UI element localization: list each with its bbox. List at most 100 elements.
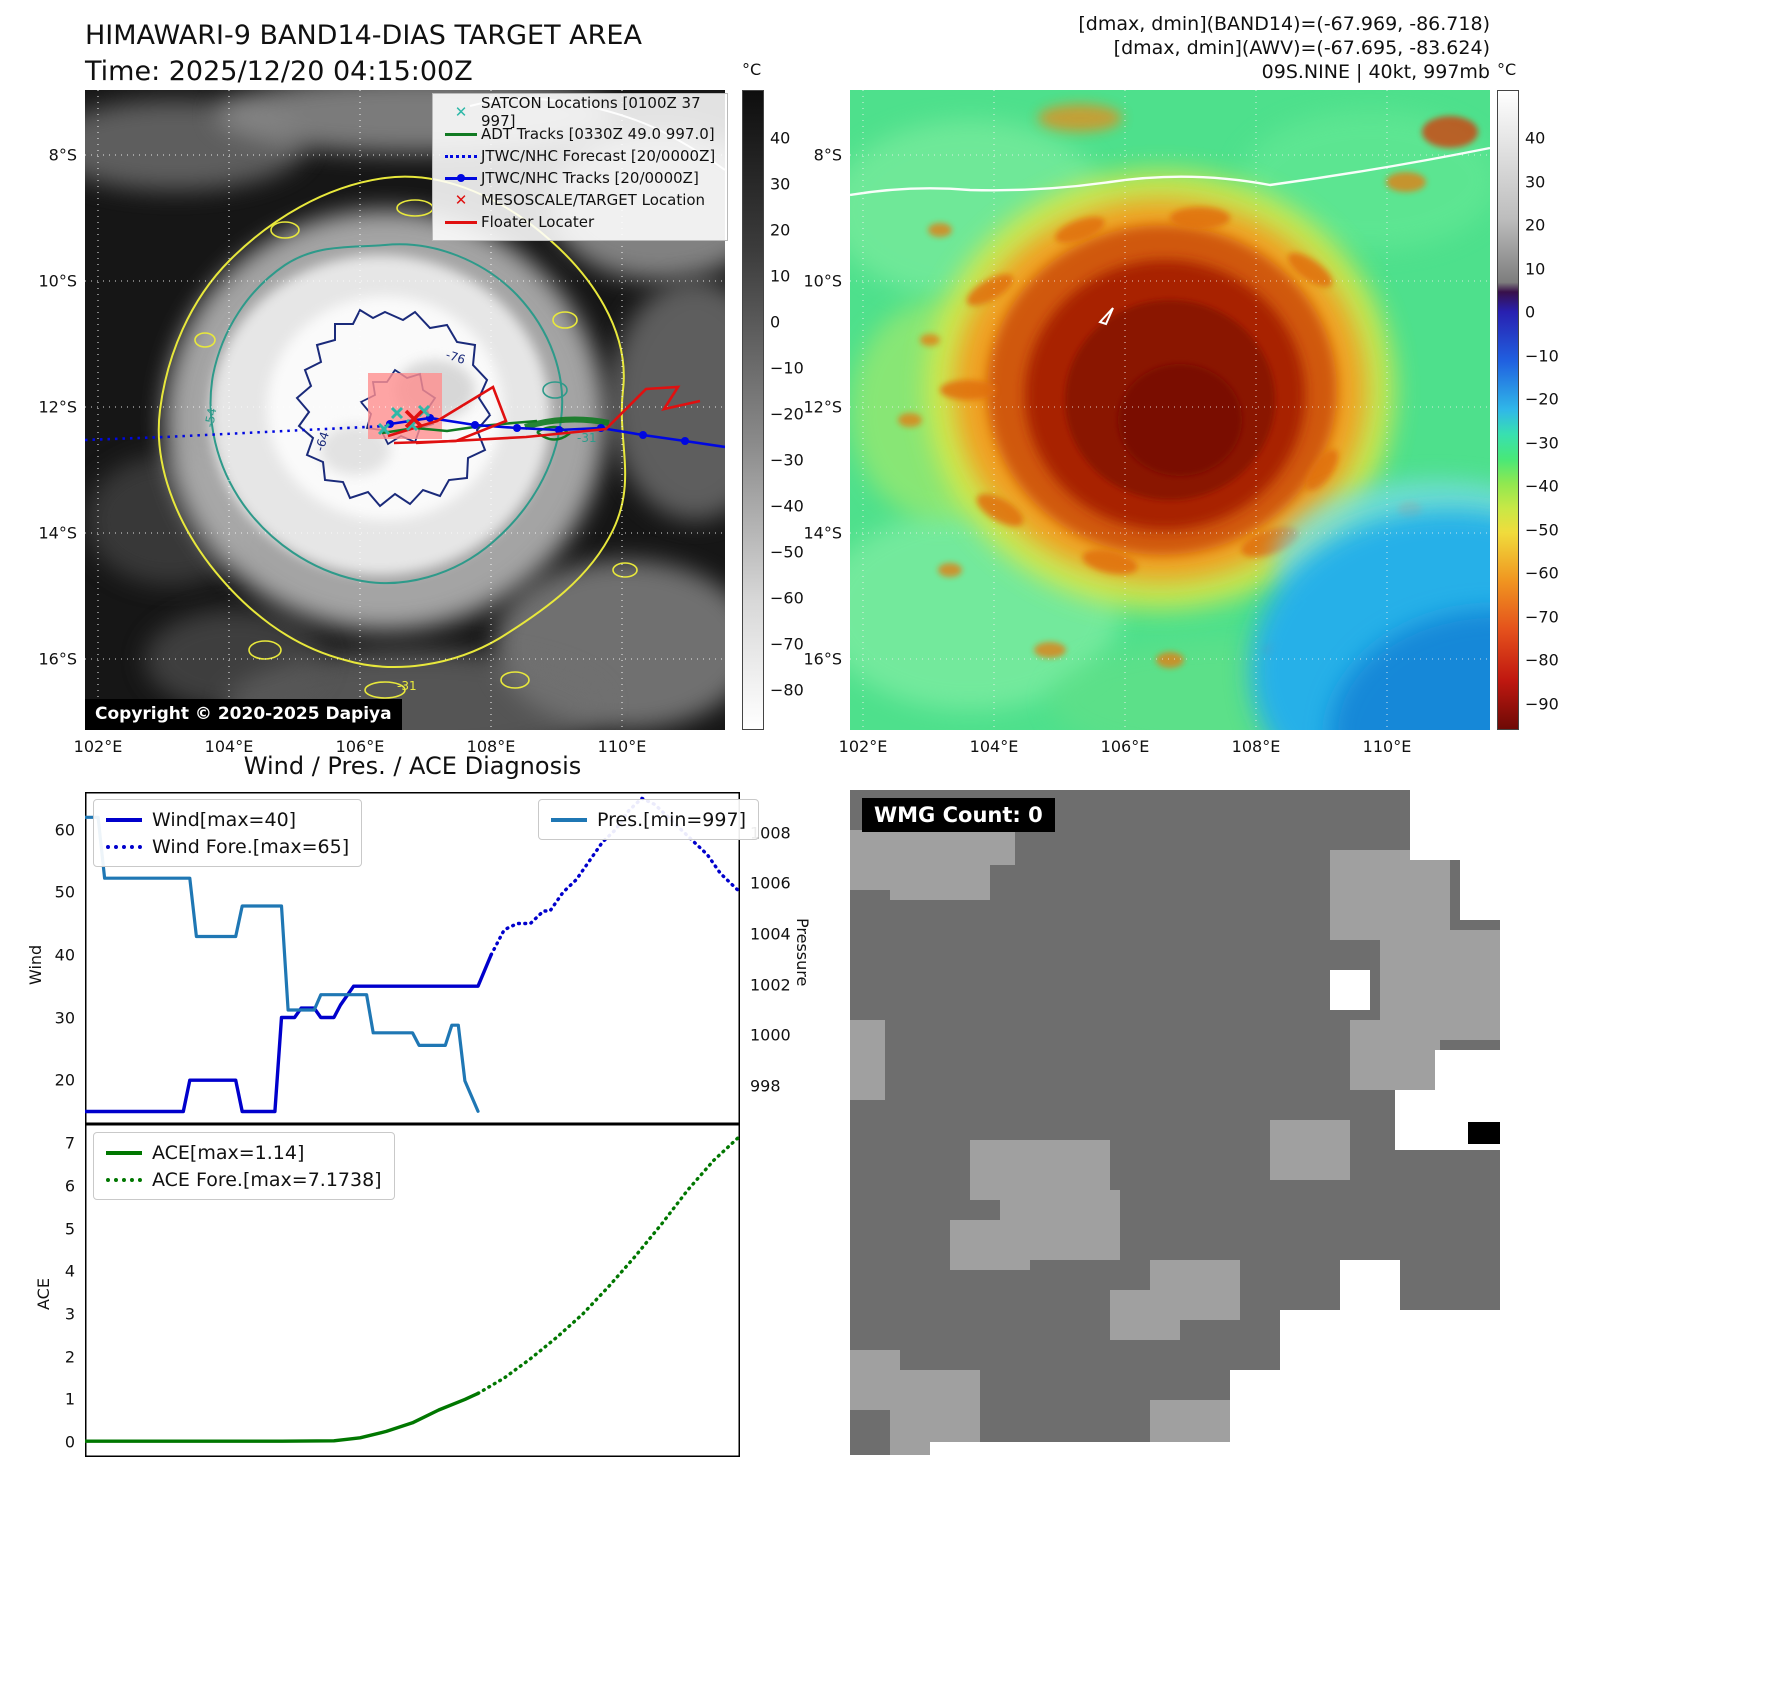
tick-label: 102°E bbox=[73, 737, 123, 756]
tick-label: 30 bbox=[770, 174, 791, 194]
storm-id-intensity: 09S.NINE | 40kt, 997mb bbox=[1261, 61, 1490, 83]
svg-text:-31: -31 bbox=[577, 431, 597, 445]
tick-label: 1004 bbox=[750, 924, 791, 944]
tick-label: 40 bbox=[770, 128, 791, 148]
tick-label: 50 bbox=[54, 882, 75, 902]
legend-label: JTWC/NHC Forecast [20/0000Z] bbox=[481, 147, 716, 165]
band14-title-block: HIMAWARI-9 BAND14-DIAS TARGET AREA Time:… bbox=[85, 18, 642, 90]
tick-label: 8°S bbox=[813, 145, 842, 165]
legend-item-ace-forecast: ACE Fore.[max=7.1738] bbox=[106, 1166, 382, 1193]
mesoscale-target-marker bbox=[404, 409, 424, 429]
tick-label: 40 bbox=[1525, 128, 1546, 148]
pressure-legend: Pres.[min=997] bbox=[538, 799, 759, 840]
tick-label: 1002 bbox=[750, 975, 791, 995]
tick-label: −30 bbox=[1525, 433, 1559, 452]
wind-barb-icon bbox=[1098, 307, 1114, 326]
tick-label: −60 bbox=[1525, 563, 1559, 583]
mesoscale-target-box bbox=[368, 373, 442, 439]
legend-label: SATCON Locations [0100Z 37 997] bbox=[481, 94, 701, 130]
tick-label: −20 bbox=[1525, 389, 1559, 409]
jtwc-track-points bbox=[386, 414, 689, 445]
awv-enhanced-map bbox=[850, 90, 1490, 730]
legend-label: ACE Fore.[max=7.1738] bbox=[152, 1168, 382, 1191]
tick-label: 12°S bbox=[803, 397, 842, 417]
legend-item-mesoscale: ✕ MESOSCALE/TARGET Location bbox=[441, 189, 719, 211]
legend-item-jtwc: JTWC/NHC Tracks [20/0000Z] bbox=[441, 167, 719, 189]
tick-label: 8°S bbox=[48, 145, 77, 165]
jtwc-line-dot-icon bbox=[445, 174, 477, 182]
svg-text:-31: -31 bbox=[397, 679, 417, 693]
svg-text:-54: -54 bbox=[202, 407, 219, 429]
tick-label: 110°E bbox=[597, 737, 647, 756]
tick-label: 106°E bbox=[1100, 737, 1150, 756]
tick-label: −10 bbox=[1525, 346, 1559, 365]
svg-text:-76: -76 bbox=[444, 348, 467, 367]
contour-value-labels: -54 -64 -76 -31 -31 bbox=[202, 348, 596, 693]
tick-label: −50 bbox=[1525, 520, 1559, 539]
tick-label: −40 bbox=[1525, 476, 1559, 496]
band14-colorbar-unit: °C bbox=[742, 60, 762, 79]
tick-label: 7 bbox=[64, 1133, 75, 1153]
satcon-x-icon: ✕ bbox=[454, 102, 468, 121]
pressure-axis-label: Pressure bbox=[793, 918, 812, 987]
tick-label: 5 bbox=[64, 1219, 75, 1239]
tick-label: 14°S bbox=[803, 523, 842, 543]
wmg-black-patch bbox=[1468, 1122, 1500, 1144]
legend-item-satcon: ✕ SATCON Locations [0100Z 37 997] bbox=[441, 94, 719, 130]
band14-timestamp: Time: 2025/12/20 04:15:00Z bbox=[85, 56, 473, 87]
tick-label: −40 bbox=[770, 496, 804, 516]
mesoscale-x-icon: ✕ bbox=[454, 190, 468, 209]
convective-spikes bbox=[940, 207, 1339, 575]
series-line bbox=[85, 815, 480, 1113]
tick-label: 1006 bbox=[750, 873, 791, 893]
tick-label: 102°E bbox=[838, 737, 888, 756]
legend-item-wind-forecast: Wind Fore.[max=65] bbox=[106, 833, 349, 860]
tick-label: 10 bbox=[770, 266, 791, 286]
copyright-banner: Copyright © 2020-2025 Dapiya bbox=[85, 699, 402, 730]
tick-label: −60 bbox=[770, 588, 804, 608]
tick-label: 1000 bbox=[750, 1025, 791, 1045]
tick-label: 16°S bbox=[803, 649, 842, 669]
tick-label: 1008 bbox=[750, 823, 791, 842]
tick-label: −70 bbox=[1525, 607, 1559, 626]
tick-label: 1 bbox=[64, 1389, 75, 1409]
tick-label: 106°E bbox=[335, 737, 385, 756]
legend-label: Wind[max=40] bbox=[152, 808, 297, 831]
wmg-white-patches bbox=[930, 790, 1500, 1455]
tick-label: 108°E bbox=[466, 737, 516, 756]
tick-label: 3 bbox=[64, 1304, 75, 1324]
tick-label: −70 bbox=[770, 634, 804, 654]
legend-item-floater: Floater Locater bbox=[441, 211, 719, 233]
tick-label: 10 bbox=[1525, 259, 1546, 278]
tick-label: −90 bbox=[1525, 694, 1559, 713]
tick-label: −30 bbox=[770, 450, 804, 470]
series-line bbox=[85, 1391, 480, 1443]
tick-label: −10 bbox=[770, 358, 804, 378]
tick-label: 20 bbox=[54, 1070, 75, 1090]
legend-label: ACE[max=1.14] bbox=[152, 1141, 305, 1164]
wmg-count-label: WMG Count: 0 bbox=[862, 798, 1055, 832]
awv-colorbar-unit: °C bbox=[1497, 60, 1517, 79]
legend-label: Wind Fore.[max=65] bbox=[152, 835, 350, 858]
band14-colorbar bbox=[742, 90, 764, 730]
tick-label: 0 bbox=[770, 312, 781, 332]
awv-dmax-awv: [dmax, dmin](AWV)=(-67.695, -83.624) bbox=[1113, 37, 1490, 59]
cool-blue-region bbox=[1250, 480, 1490, 730]
tick-label: 998 bbox=[750, 1076, 781, 1096]
tick-label: 30 bbox=[54, 1008, 75, 1027]
tick-label: −50 bbox=[770, 542, 804, 562]
wind-axis-label: Wind bbox=[26, 944, 45, 985]
legend-label: Floater Locater bbox=[481, 213, 595, 231]
legend-item-forecast: JTWC/NHC Forecast [20/0000Z] bbox=[441, 145, 719, 167]
floater-track bbox=[387, 385, 701, 445]
legend-item-wind: Wind[max=40] bbox=[106, 806, 349, 833]
tick-label: −80 bbox=[770, 680, 804, 700]
awv-dmax-band14: [dmax, dmin](BAND14)=(-67.969, -86.718) bbox=[1078, 13, 1490, 35]
ace-axis-label: ACE bbox=[34, 1278, 53, 1310]
legend-item-pressure: Pres.[min=997] bbox=[551, 806, 746, 833]
series-line bbox=[85, 953, 493, 1114]
wind-forecast-dotted-icon bbox=[106, 844, 142, 849]
series-line bbox=[476, 1134, 740, 1396]
legend-label: MESOSCALE/TARGET Location bbox=[481, 191, 706, 209]
